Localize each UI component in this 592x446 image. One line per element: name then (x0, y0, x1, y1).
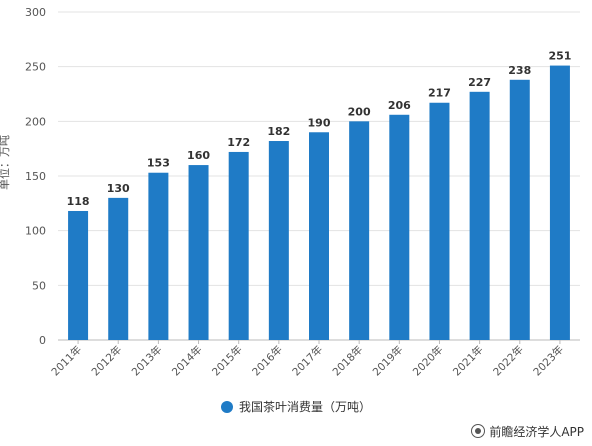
x-tick-label: 2020年 (410, 343, 446, 379)
data-label: 130 (107, 182, 130, 195)
y-tick-label: 300 (25, 6, 46, 19)
data-label: 160 (187, 149, 210, 162)
x-tick-label: 2022年 (490, 343, 526, 379)
x-tick-label: 2011年 (49, 343, 85, 379)
x-tick-label: 2014年 (169, 343, 205, 379)
x-tick-label: 2019年 (370, 343, 406, 379)
bar (389, 114, 410, 340)
x-tick-label: 2018年 (330, 343, 366, 379)
logo-icon (471, 424, 486, 438)
data-label: 118 (67, 195, 90, 208)
y-tick-label: 250 (25, 61, 46, 74)
y-tick-label: 50 (32, 279, 46, 292)
y-axis-label: 单位：万吨 (0, 135, 11, 190)
x-tick-label: 2013年 (129, 343, 165, 379)
bar (68, 210, 89, 340)
x-tick-label: 2016年 (249, 343, 285, 379)
data-label: 153 (147, 157, 170, 170)
y-tick-label: 200 (25, 115, 46, 128)
x-tick-label: 2012年 (89, 343, 125, 379)
data-label: 251 (548, 50, 571, 63)
bar (469, 91, 490, 341)
data-label: 206 (388, 99, 411, 112)
data-label: 190 (308, 116, 331, 129)
bar (228, 151, 249, 340)
legend-marker (220, 401, 233, 413)
data-label: 238 (508, 64, 531, 77)
bar (549, 65, 570, 340)
bar (148, 172, 169, 340)
legend-label: 我国茶叶消费量（万吨） (238, 400, 371, 414)
source-credit-text: 前瞻经济学人APP (489, 425, 584, 439)
bar (268, 141, 289, 340)
bar (188, 165, 209, 340)
data-label: 200 (348, 105, 371, 118)
legend: 我国茶叶消费量（万吨） (0, 398, 592, 415)
bar (349, 121, 370, 340)
data-label: 182 (267, 125, 290, 138)
bar (429, 102, 450, 340)
bar (509, 79, 530, 340)
data-label: 217 (428, 87, 451, 100)
data-label: 172 (227, 136, 250, 149)
y-tick-label: 0 (39, 334, 46, 347)
x-tick-label: 2023年 (531, 343, 567, 379)
y-tick-label: 150 (25, 170, 46, 183)
x-tick-label: 2017年 (290, 343, 326, 379)
x-tick-label: 2015年 (209, 343, 245, 379)
x-tick-label: 2021年 (450, 343, 486, 379)
data-label: 227 (468, 76, 491, 89)
source-credit: 前瞻经济学人APP (471, 423, 584, 440)
bar (309, 132, 329, 340)
bar (108, 197, 129, 340)
y-tick-label: 100 (25, 225, 46, 238)
